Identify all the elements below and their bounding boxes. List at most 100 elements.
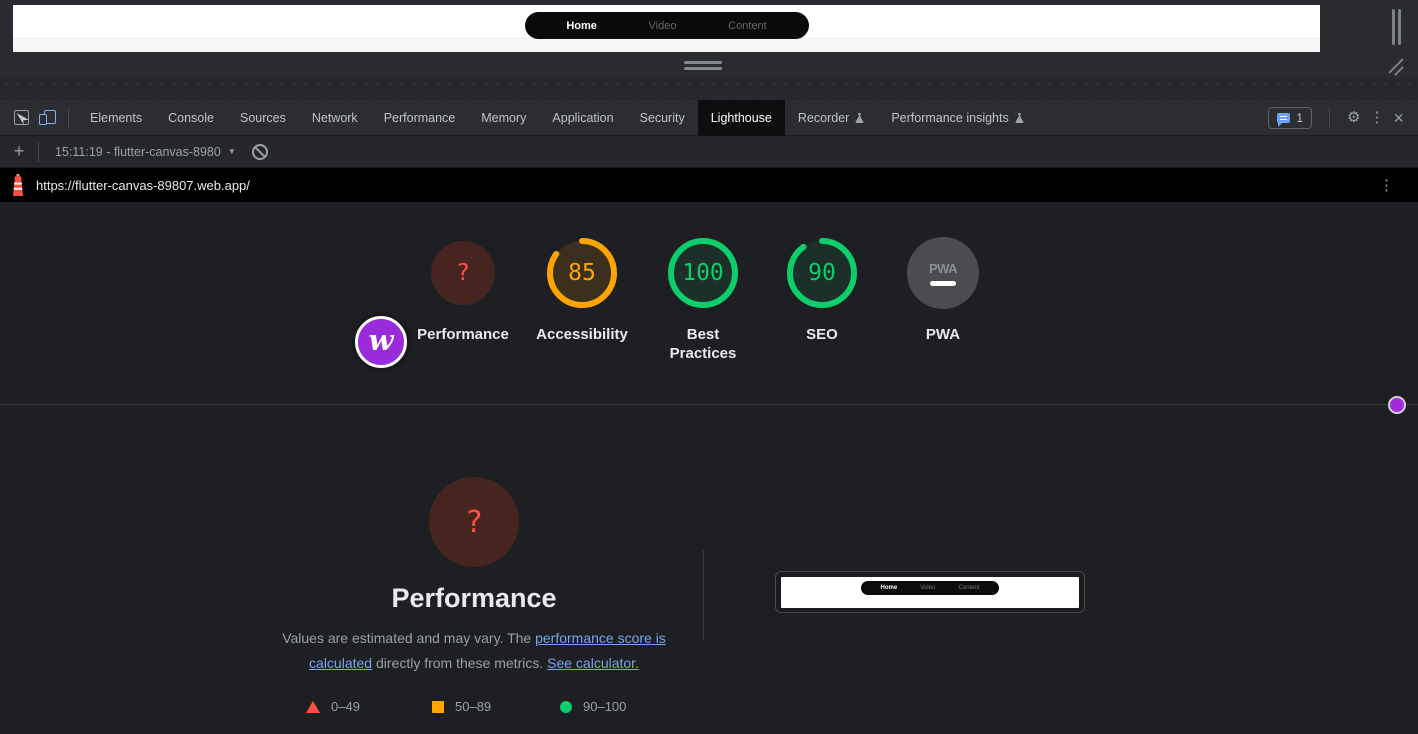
tab-recorder[interactable]: Recorder xyxy=(785,100,878,136)
pwa-badge-text: PWA xyxy=(928,260,958,276)
scale-marker-dot xyxy=(1388,396,1406,414)
tab-elements[interactable]: Elements xyxy=(77,100,155,136)
tab-memory[interactable]: Memory xyxy=(468,100,539,136)
more-options-icon[interactable]: ⋮ xyxy=(1369,109,1385,126)
score-value: 100 xyxy=(682,260,724,286)
tab-label: Console xyxy=(168,110,214,125)
legend-item-triangle: 0–49 xyxy=(306,699,432,714)
nav-item-content: Content xyxy=(958,585,980,591)
device-canvas-dots xyxy=(0,78,1418,100)
score-label: SEO xyxy=(806,326,838,343)
devtools-tabbar: Elements Console Sources Network Performance… xyxy=(0,99,1418,136)
score-gauge: ? xyxy=(427,237,499,309)
nav-item-content[interactable]: Content xyxy=(728,19,767,32)
panel-tabs: Elements Console Sources Network Performance… xyxy=(77,99,1038,136)
score-label: Performance xyxy=(417,326,509,343)
score-ring xyxy=(431,241,495,305)
score-performance[interactable]: ? Performance xyxy=(403,237,523,344)
tab-label: Network xyxy=(311,110,358,125)
tab-label: Memory xyxy=(481,110,527,125)
category-scores-row: ? Performance 85 Accessibility 100 Best Pract… xyxy=(0,237,1418,407)
score-value: 90 xyxy=(808,260,836,286)
toolbar-divider xyxy=(38,141,39,162)
viewport-width-drag-handle[interactable] xyxy=(1392,9,1402,45)
score-label: Accessibility xyxy=(536,326,628,343)
report-url-bar: https://flutter-canvas-89807.web.app/ ⋮ xyxy=(0,168,1418,202)
nav-item-home[interactable]: Home xyxy=(566,19,597,32)
see-calculator-link[interactable]: See calculator. xyxy=(547,655,639,671)
toolbar-divider xyxy=(1329,107,1331,128)
viewport-height-drag-handle[interactable] xyxy=(684,61,722,70)
tab-console[interactable]: Console xyxy=(155,100,227,136)
section-divider xyxy=(0,404,1418,405)
score-accessibility[interactable]: 85 Accessibility xyxy=(522,237,642,344)
performance-section-title: Performance xyxy=(391,583,557,613)
nav-item-home: Home xyxy=(880,585,898,591)
issues-count: 1 xyxy=(1296,110,1304,125)
tab-label: Lighthouse xyxy=(710,110,772,125)
tab-label: Application xyxy=(552,110,614,125)
performance-score-link[interactable]: performance score is calculated xyxy=(309,630,666,671)
inspect-cursor-icon xyxy=(13,110,29,125)
score-pwa[interactable]: PWA PWA xyxy=(883,237,1003,344)
tab-performance[interactable]: Performance xyxy=(371,100,469,136)
report-options-icon[interactable]: ⋮ xyxy=(1379,177,1394,194)
description-text: directly from these metrics. xyxy=(372,655,548,671)
tab-label: Performance insights xyxy=(891,110,1009,125)
new-lighthouse-run-button[interactable]: + xyxy=(13,141,25,161)
lighthouse-icon xyxy=(13,174,23,196)
legend-circle-icon xyxy=(560,700,572,713)
performance-description: Values are estimated and may vary. The p… xyxy=(264,626,684,676)
score-gauge: 85 xyxy=(546,237,618,309)
nav-item-video[interactable]: Video xyxy=(648,19,677,32)
tab-security[interactable]: Security xyxy=(627,100,698,136)
score-range-legend: 0–49 50–89 90–100 xyxy=(306,699,726,714)
legend-triangle-icon xyxy=(306,700,320,713)
legend-item-circle: 90–100 xyxy=(560,699,626,714)
issues-bubble-icon xyxy=(1277,112,1291,127)
tab-label: Sources xyxy=(239,110,286,125)
legend-range: 0–49 xyxy=(331,699,360,714)
report-run-label: 15:11:19 - flutter-canvas-8980 xyxy=(55,144,221,159)
score-best-practices[interactable]: 100 Best Practices xyxy=(643,237,763,363)
score-seo[interactable]: 90 SEO xyxy=(762,237,882,344)
score-ring xyxy=(547,238,617,308)
page-screenshot-thumbnail: Home Video Content xyxy=(775,571,1085,613)
tab-label: Security xyxy=(639,110,685,125)
score-label: PWA xyxy=(925,326,961,343)
thumbnail-page: Home Video Content xyxy=(781,577,1079,608)
score-gauge: 90 xyxy=(786,237,858,309)
close-devtools-icon[interactable]: × xyxy=(1393,107,1404,128)
settings-gear-icon[interactable]: ⚙ xyxy=(1347,109,1361,126)
legend-range: 50–89 xyxy=(455,699,492,714)
score-value: ? xyxy=(456,260,470,286)
performance-gauge-value: ? xyxy=(464,504,484,540)
toolbar-right-cluster: 1 ⚙ ⋮ × xyxy=(1268,106,1410,129)
tab-lighthouse[interactable]: Lighthouse xyxy=(697,99,785,136)
pwa-badge: PWA xyxy=(907,237,979,309)
legend-item-square: 50–89 xyxy=(432,699,560,714)
tab-sources[interactable]: Sources xyxy=(227,100,299,136)
tab-performance-insights[interactable]: Performance insights xyxy=(878,100,1037,136)
tab-label: Elements xyxy=(90,110,143,125)
tab-network[interactable]: Network xyxy=(299,100,371,136)
tab-label: Recorder xyxy=(797,110,850,125)
toggle-device-toolbar-button[interactable] xyxy=(34,105,60,131)
report-history-dropdown[interactable]: 15:11:19 - flutter-canvas-8980 ▼ xyxy=(55,145,236,159)
tab-label: Performance xyxy=(383,110,456,125)
legend-range: 90–100 xyxy=(583,699,627,714)
inspect-element-button[interactable] xyxy=(8,105,34,131)
nav-item-video: Video xyxy=(920,585,936,591)
vertical-divider xyxy=(703,550,704,640)
page-nav-pill: Home Video Content xyxy=(524,12,809,39)
score-value: 85 xyxy=(568,260,596,286)
issues-counter-button[interactable]: 1 xyxy=(1268,106,1313,129)
emulated-page-viewport[interactable]: Home Video Content xyxy=(13,5,1320,52)
description-text: Values are estimated and may vary. The xyxy=(282,630,536,646)
clear-reports-icon[interactable] xyxy=(251,143,268,160)
tab-application[interactable]: Application xyxy=(539,100,626,136)
legend-square-icon xyxy=(432,700,444,713)
thumbnail-nav-pill: Home Video Content xyxy=(861,581,999,595)
score-gauge: 100 xyxy=(667,237,739,309)
